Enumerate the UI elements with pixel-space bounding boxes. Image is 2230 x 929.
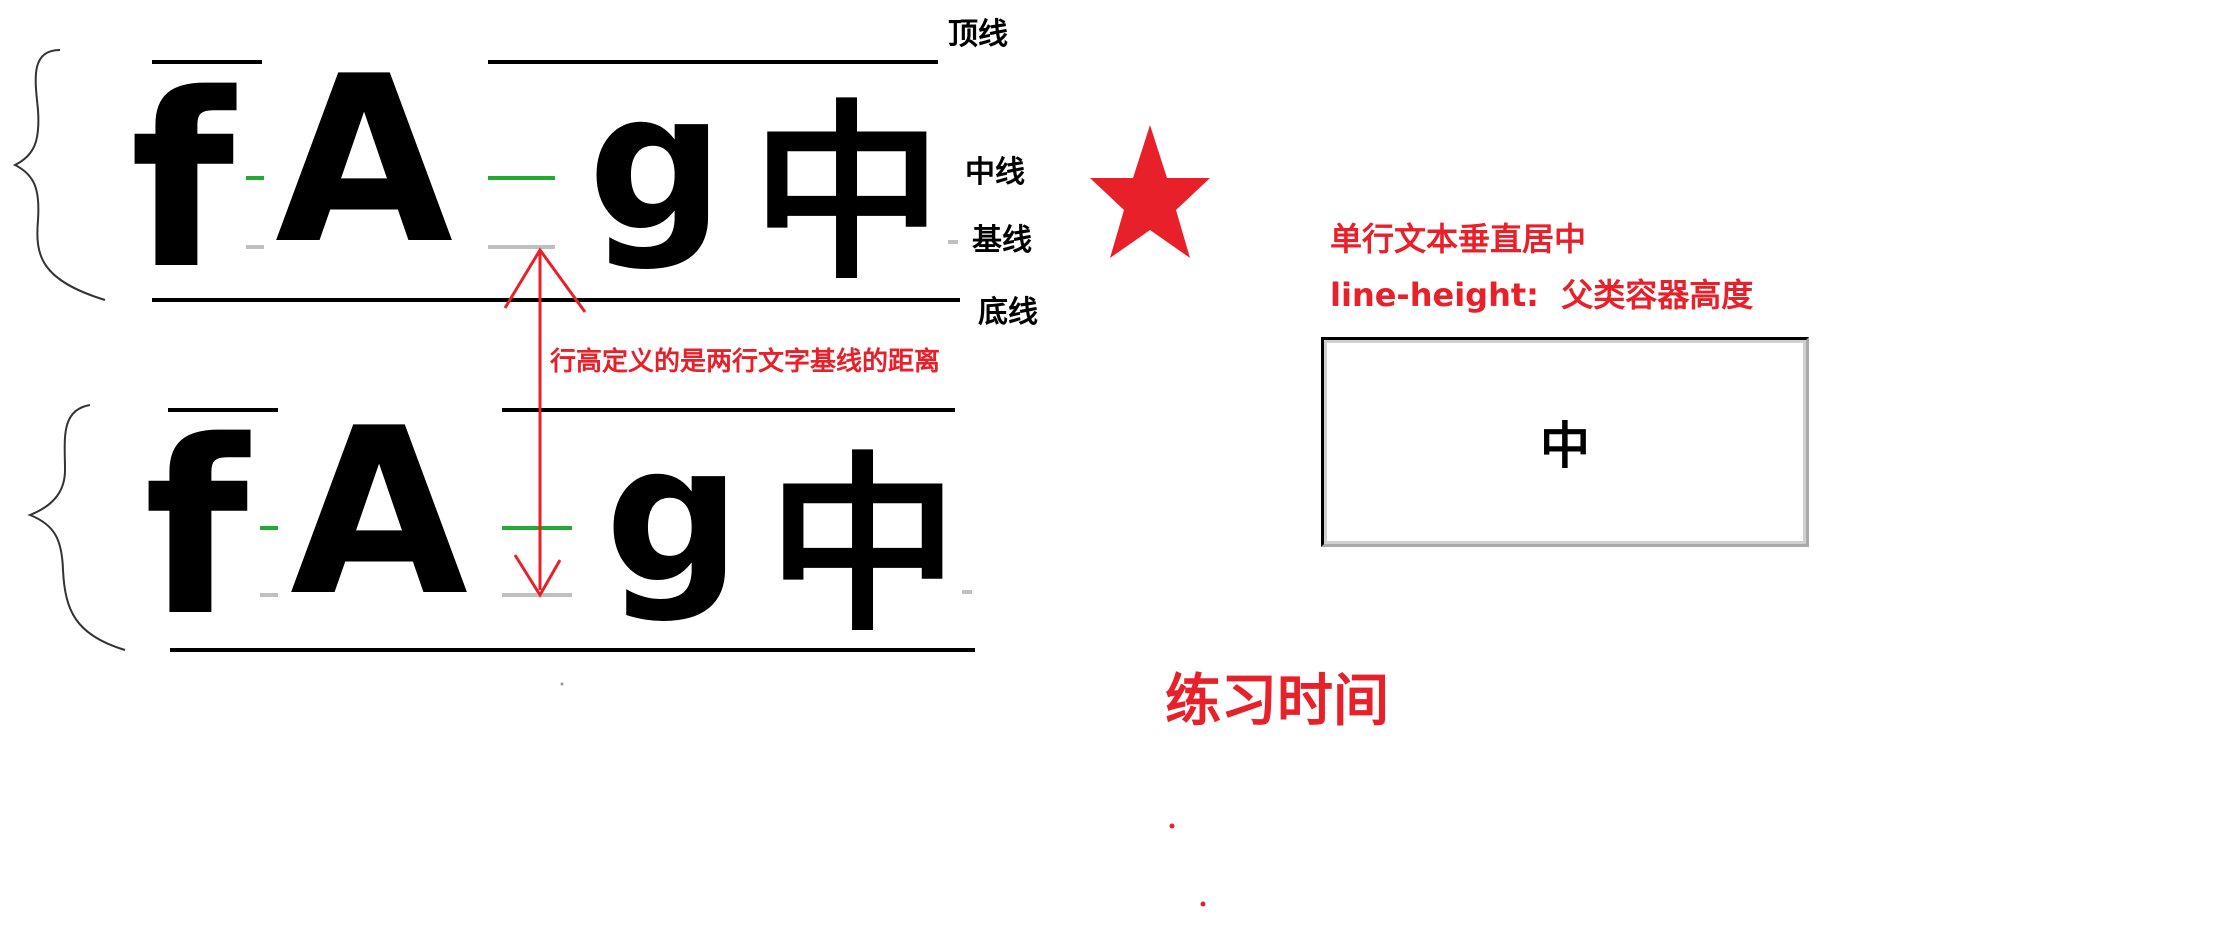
glyph-zhong: 中 <box>768 436 958 657</box>
stray-dot <box>1200 901 1206 907</box>
glyph-f: f <box>130 42 237 322</box>
brace-icon <box>12 49 106 301</box>
glyph-g: g <box>588 52 724 273</box>
stray-dot <box>1169 823 1175 829</box>
glyph-A: A <box>275 28 453 295</box>
row-1: f A g 中 顶线 中线 基线 底线 <box>12 17 1038 330</box>
centered-character: 中 <box>1540 417 1590 475</box>
stray-dot <box>560 682 564 686</box>
middle-line-label: 中线 <box>965 155 1025 190</box>
centering-rule: line-height: 父类容器高度 <box>1330 276 1753 314</box>
star-icon <box>1090 125 1210 258</box>
practice-title: 练习时间 <box>1165 669 1389 734</box>
row-2: f A g 中 <box>27 380 975 669</box>
glyph-f: f <box>144 389 251 669</box>
baseline-label: 基线 <box>972 223 1032 258</box>
centering-demo-box: 中 <box>1321 337 1809 547</box>
centering-title: 单行文本垂直居中 <box>1330 220 1586 258</box>
glyph-A: A <box>290 380 468 647</box>
top-line-label: 顶线 <box>948 17 1008 52</box>
bottom-line-label: 底线 <box>978 295 1038 330</box>
double-arrow-icon <box>503 247 587 598</box>
glyph-g: g <box>605 404 741 625</box>
glyph-zhong: 中 <box>752 84 942 305</box>
brace-icon <box>27 404 126 651</box>
line-height-note: 行高定义的是两行文字基线的距离 <box>549 346 940 377</box>
